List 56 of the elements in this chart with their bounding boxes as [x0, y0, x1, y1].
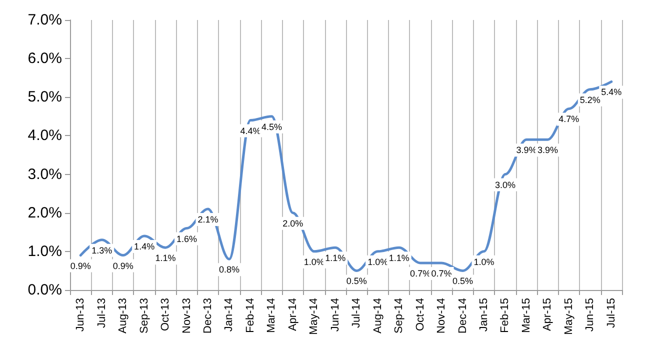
data-label: 1.0%	[304, 256, 324, 267]
x-tick-label: Jun-15	[584, 298, 596, 332]
data-label: 1.1%	[388, 253, 410, 264]
y-tick-label: 5.0%	[28, 88, 62, 106]
x-tick-label: Jul-15	[605, 298, 618, 328]
data-label: 3.9%	[537, 145, 558, 156]
y-tick-label: 6.0%	[28, 50, 62, 68]
data-label: 5.4%	[601, 87, 622, 98]
x-tick-label: Apr-15	[542, 298, 554, 332]
y-tick-label: 3.0%	[28, 166, 62, 183]
data-label: 1.0%	[474, 256, 494, 267]
x-tick-label: Dec-14	[456, 298, 469, 334]
x-tick-label: Nov-14	[436, 298, 448, 334]
data-label: 0.5%	[346, 276, 367, 286]
x-tick-label: Feb-14	[244, 298, 256, 333]
data-label: 1.3%	[92, 245, 112, 256]
x-tick-label: Dec-13	[202, 298, 214, 334]
x-tick-label: Feb-15	[499, 298, 512, 333]
y-tick-label: 2.0%	[28, 204, 62, 222]
x-tick-label: Oct-14	[414, 298, 426, 332]
x-tick-label: Mar-14	[266, 298, 278, 333]
x-tick-label: Mar-15	[520, 298, 532, 333]
data-label: 1.1%	[155, 253, 176, 264]
data-label: 0.9%	[70, 260, 91, 271]
x-tick-label: Jun-13	[74, 298, 87, 332]
data-label: 0.5%	[452, 276, 474, 286]
data-label: 4.7%	[558, 114, 580, 124]
x-tick-label: Jan-15	[478, 298, 490, 332]
y-tick-label: 7.0%	[28, 12, 62, 28]
x-tick-label: Oct-13	[160, 298, 172, 332]
data-label: 1.6%	[176, 234, 198, 244]
data-label: 1.1%	[325, 253, 346, 264]
x-tick-label: Nov-13	[180, 298, 193, 334]
x-tick-label: Sep-13	[138, 298, 150, 334]
data-label: 0.7%	[431, 268, 452, 278]
x-tick-label: Jun-14	[329, 298, 342, 332]
data-label: 5.2%	[580, 94, 600, 105]
data-label: 1.4%	[134, 242, 155, 252]
x-tick-label: Sep-14	[393, 298, 406, 334]
x-tick-label: Jan-14	[223, 298, 236, 332]
data-label: 2.1%	[198, 214, 218, 224]
x-tick-label: May-15	[562, 298, 575, 335]
data-label: 0.8%	[218, 264, 240, 275]
x-tick-label: Apr-14	[286, 298, 299, 332]
x-tick-label: Jul-13	[96, 298, 108, 328]
y-tick-label: 1.0%	[28, 242, 62, 260]
y-tick-label: 4.0%	[28, 127, 62, 144]
x-tick-label: Jul-14	[350, 298, 363, 328]
x-tick-label: Aug-13	[117, 298, 130, 334]
data-label: 3.0%	[494, 180, 516, 190]
x-tick-label: Aug-14	[372, 298, 384, 334]
data-label: 4.5%	[261, 122, 282, 132]
y-tick-label: 0.0%	[28, 282, 62, 298]
data-label: 2.0%	[282, 218, 304, 228]
data-label: 0.9%	[112, 260, 134, 271]
x-tick-label: May-14	[308, 298, 320, 335]
